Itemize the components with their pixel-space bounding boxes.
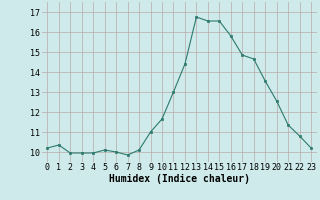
X-axis label: Humidex (Indice chaleur): Humidex (Indice chaleur) <box>109 174 250 184</box>
